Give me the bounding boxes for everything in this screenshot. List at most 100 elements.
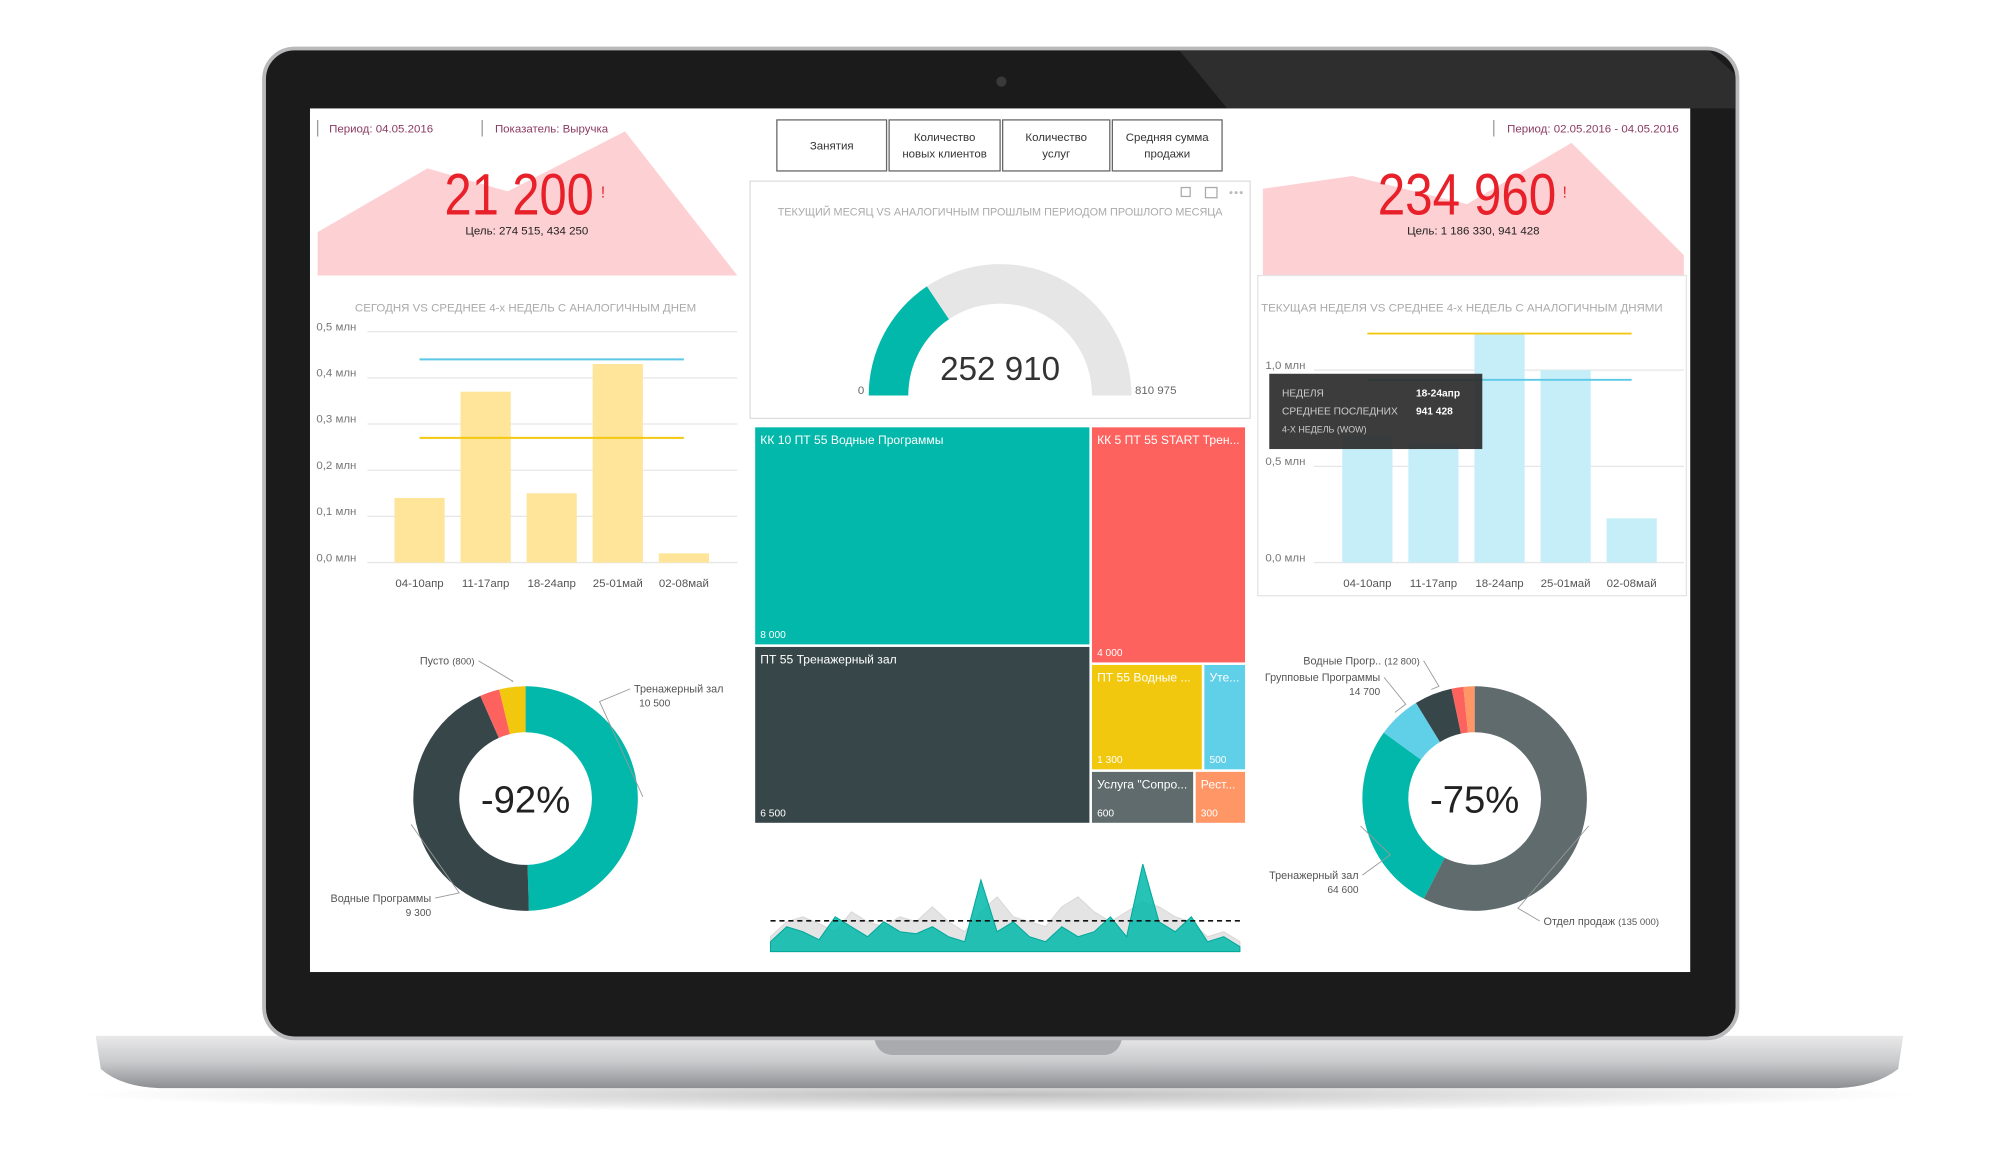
tab-button[interactable]: Средняя сумма продажи <box>1111 119 1223 172</box>
donut-label: Тренажерный зал <box>1269 870 1358 882</box>
kpi-goal: Цель: 1 186 330, 941 428 <box>1407 226 1539 238</box>
bar <box>1540 370 1591 563</box>
treemap-rect[interactable] <box>755 427 1090 645</box>
kpi-flag: ! <box>1563 185 1567 202</box>
y-tick-label: 0,0 млн <box>316 552 356 564</box>
donut-label: Водные Программы <box>331 893 432 905</box>
tooltip-key: НЕДЕЛЯ <box>1282 389 1324 400</box>
treemap-name[interactable]: КК 10 ПТ 55 Водные Программы <box>760 433 943 447</box>
button-box[interactable] <box>1002 119 1111 172</box>
donut-segment[interactable] <box>1463 686 1475 733</box>
donut-segment[interactable] <box>1362 732 1445 899</box>
button-label[interactable]: новых клиентов <box>902 149 987 161</box>
button-label[interactable]: Количество <box>914 132 976 144</box>
tooltip-key: 4-Х НЕДЕЛЬ (WOW) <box>1282 424 1367 434</box>
bar-card <box>1257 274 1688 597</box>
donut-segment[interactable] <box>525 686 638 911</box>
treemap-value[interactable]: 1 300 <box>1097 755 1123 766</box>
gauge-card <box>749 180 1251 420</box>
more-dot[interactable] <box>1229 191 1233 195</box>
x-tick-label: 25-01май <box>1541 578 1591 590</box>
button-label[interactable]: Количество <box>1025 132 1087 144</box>
donut-segment[interactable] <box>1423 686 1587 911</box>
treemap-name[interactable]: Рест... <box>1201 777 1236 791</box>
leader-line <box>1383 677 1407 713</box>
treemap-name[interactable]: ПТ 55 Тренажерный зал <box>760 653 896 667</box>
pin-icon[interactable] <box>1180 186 1191 198</box>
card-toolbar[interactable] <box>1180 186 1243 199</box>
treemap-rect[interactable] <box>1091 664 1202 770</box>
donut-center: -92% <box>481 779 570 822</box>
bar <box>1474 333 1525 563</box>
treemap-name[interactable]: Услуга "Сопро... <box>1097 777 1187 791</box>
treemap-name[interactable]: Уте... <box>1209 671 1239 685</box>
treemap-value[interactable]: 4 000 <box>1097 648 1123 659</box>
button-label[interactable]: продажи <box>1144 149 1190 161</box>
bar <box>592 363 643 563</box>
bar <box>1606 518 1657 563</box>
donut-value-label: (12 800) <box>1384 657 1420 668</box>
donut-segment[interactable] <box>480 689 510 738</box>
button-box[interactable] <box>888 119 1001 172</box>
leader-line <box>478 660 514 683</box>
indicator-label: Показатель: Выручка <box>495 124 609 136</box>
treemap-tile[interactable]: Рест... 300 <box>1195 771 1246 823</box>
x-tick-label: 11-17апр <box>462 578 509 590</box>
treemap-name[interactable]: КК 5 ПТ 55 START Трен... <box>1097 433 1240 447</box>
donut-segment[interactable] <box>1451 686 1468 734</box>
more-dot[interactable] <box>1239 191 1243 195</box>
treemap-rect[interactable] <box>755 646 1090 823</box>
treemap-value[interactable]: 600 <box>1097 808 1114 819</box>
treemap-value[interactable]: 300 <box>1201 808 1218 819</box>
leader-line <box>410 824 460 899</box>
treemap-value[interactable]: 500 <box>1209 755 1226 766</box>
treemap-rect[interactable] <box>1091 771 1194 823</box>
x-tick-label: 02-08май <box>659 578 709 590</box>
donut-label: Пусто (800) <box>420 656 475 668</box>
donut-segment[interactable] <box>413 695 529 911</box>
treemap-tile[interactable]: КК 5 ПТ 55 START Трен... 4 000 <box>1091 427 1246 663</box>
button-label[interactable]: Занятия <box>810 140 854 152</box>
tooltip-key: СРЕДНЕЕ ПОСЛЕДНИХ <box>1282 407 1398 418</box>
treemap-tile[interactable]: Уте... 500 <box>1204 664 1246 770</box>
more-dot[interactable] <box>1234 191 1238 195</box>
button-box[interactable] <box>1111 119 1223 172</box>
button-box[interactable] <box>776 119 888 172</box>
x-tick-label: 04-10апр <box>395 578 443 590</box>
gauge-max: 810 975 <box>1135 385 1176 397</box>
treemap-rect[interactable] <box>1195 771 1246 823</box>
kpi-value: 21 200 <box>445 162 594 227</box>
treemap-tile[interactable]: КК 10 ПТ 55 Водные Программы 8 000 <box>755 427 1090 645</box>
treemap-rect[interactable] <box>1204 664 1246 770</box>
kpi-background <box>317 131 738 276</box>
chart-title: СЕГОДНЯ VS СРЕДНЕЕ 4-х НЕДЕЛЬ С АНАЛОГИЧ… <box>355 302 696 314</box>
kpi-background <box>1262 142 1684 276</box>
treemap-tile[interactable]: ПТ 55 Водные ... 1 300 <box>1091 664 1202 770</box>
tab-button[interactable]: Количество новых клиентов <box>888 119 1001 172</box>
x-tick-label: 25-01май <box>593 578 643 590</box>
treemap-name[interactable]: ПТ 55 Водные ... <box>1097 671 1191 685</box>
treemap-rect[interactable] <box>1091 427 1246 663</box>
x-tick-label: 11-17апр <box>1410 578 1457 590</box>
tooltip-value: 941 428 <box>1416 407 1453 418</box>
treemap-value[interactable]: 8 000 <box>760 630 786 641</box>
treemap-value[interactable]: 6 500 <box>760 808 786 819</box>
leader-line <box>598 688 644 798</box>
donut-value-label: (135 000) <box>1618 917 1659 928</box>
treemap-tile[interactable]: ПТ 55 Тренажерный зал 6 500 <box>755 646 1090 823</box>
donut-segment[interactable] <box>499 686 526 735</box>
chart-title: ТЕКУЩИЙ МЕСЯЦ VS АНАЛОГИЧНЫМ ПРОШЛЫМ ПЕР… <box>778 206 1224 219</box>
button-label[interactable]: услуг <box>1042 149 1070 161</box>
tab-button[interactable]: Занятия <box>776 119 888 172</box>
focus-icon[interactable] <box>1204 186 1218 199</box>
button-label[interactable]: Средняя сумма <box>1126 132 1210 144</box>
tab-button[interactable]: Количество услуг <box>1002 119 1111 172</box>
leader-line <box>1517 825 1590 922</box>
treemap-tile[interactable]: Услуга "Сопро... 600 <box>1091 771 1194 823</box>
tooltip-value: 18-24апр <box>1416 389 1460 400</box>
y-tick-label: 1,0 млн <box>1265 360 1305 372</box>
donut-segment[interactable] <box>1415 688 1461 743</box>
period-label: Период: 04.05.2016 <box>329 124 433 136</box>
donut-segment[interactable] <box>1383 702 1440 760</box>
